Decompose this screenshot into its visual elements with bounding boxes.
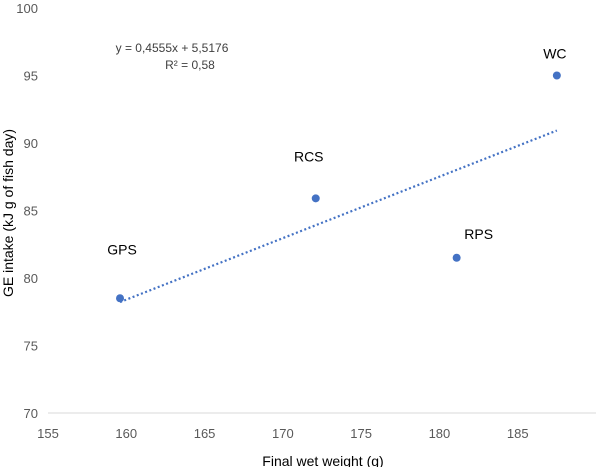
point-labels: GPS RCS RPS WC xyxy=(107,46,566,258)
data-point-rcs xyxy=(311,194,320,203)
x-axis: 155 160 165 170 175 180 185 xyxy=(37,412,596,441)
y-tick-label: 100 xyxy=(16,1,38,16)
point-label-wc: WC xyxy=(543,46,566,62)
data-points xyxy=(116,71,561,303)
x-tick-label: 180 xyxy=(429,426,451,441)
y-axis-title: GE intake (kJ g of fish day) xyxy=(0,129,16,297)
x-tick-label: 155 xyxy=(37,426,59,441)
x-tick-label: 165 xyxy=(194,426,216,441)
x-tick-label: 175 xyxy=(350,426,372,441)
x-tick-label: 170 xyxy=(272,426,294,441)
trendline-line xyxy=(119,129,558,304)
x-axis-title: Final wet weight (g) xyxy=(262,453,383,467)
point-label-rcs: RCS xyxy=(294,148,324,164)
y-tick-label: 80 xyxy=(24,271,38,286)
x-tick-label: 185 xyxy=(507,426,529,441)
y-tick-label: 70 xyxy=(24,406,38,421)
y-tick-label: 75 xyxy=(24,339,38,354)
trendline-equation: y = 0,4555x + 5,5176 xyxy=(116,41,229,55)
y-tick-label: 85 xyxy=(24,204,38,219)
y-tick-label: 90 xyxy=(24,136,38,151)
data-point-wc xyxy=(552,71,561,80)
point-label-rps: RPS xyxy=(464,226,493,242)
y-axis: 70 75 80 85 90 95 100 xyxy=(16,1,38,421)
point-label-gps: GPS xyxy=(107,241,137,257)
data-point-gps xyxy=(116,294,125,303)
x-tick-label: 160 xyxy=(115,426,137,441)
trendline xyxy=(119,129,558,304)
y-tick-label: 95 xyxy=(24,69,38,84)
data-point-rps xyxy=(452,253,461,262)
trendline-r-squared: R² = 0,58 xyxy=(165,58,215,72)
